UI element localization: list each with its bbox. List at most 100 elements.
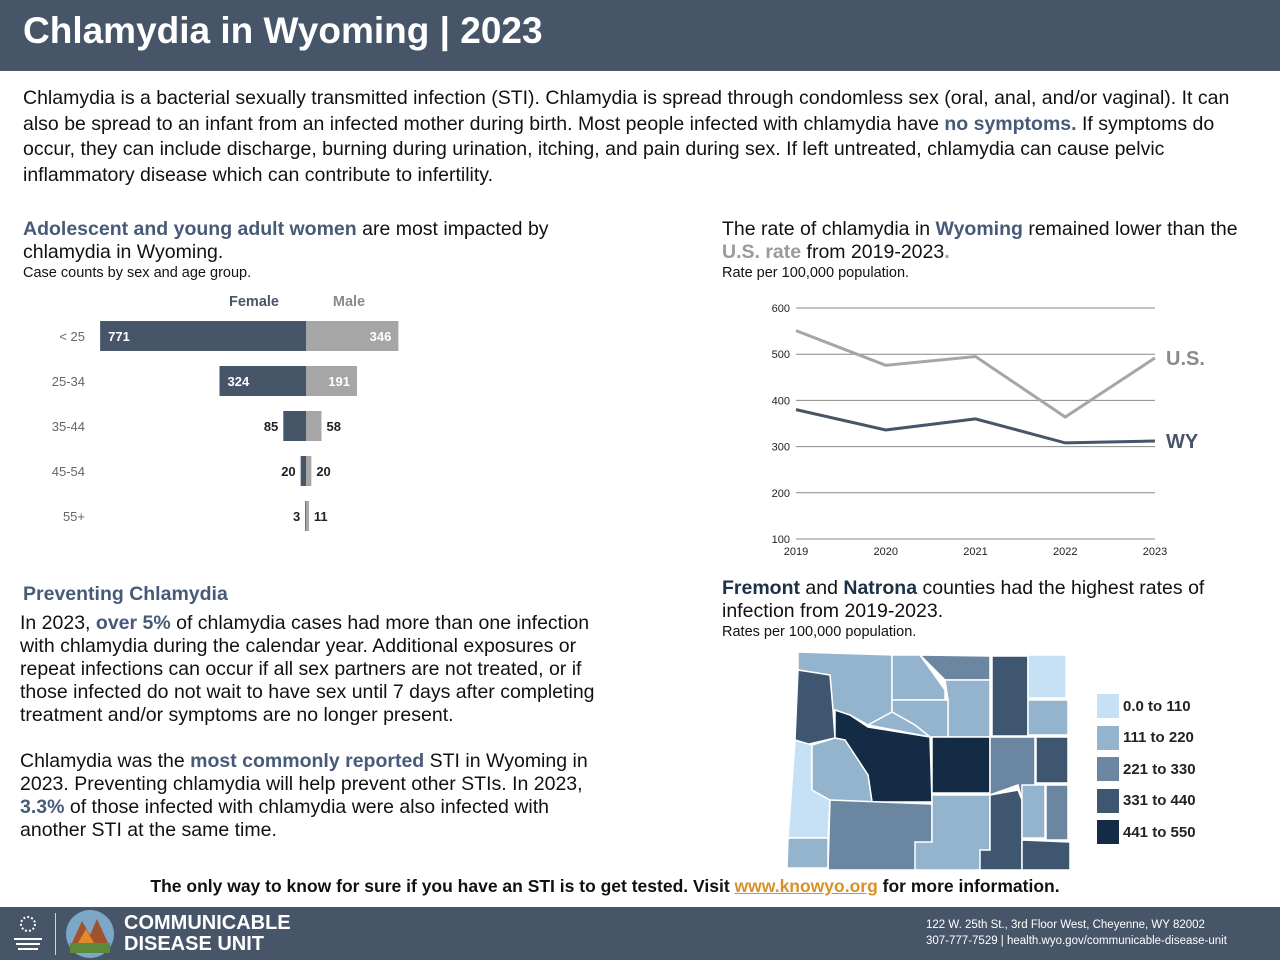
county — [979, 789, 1023, 871]
call-to-action: The only way to know for sure if you hav… — [0, 876, 1210, 897]
county — [918, 654, 991, 681]
x-tick-label: 2020 — [874, 546, 898, 558]
legend-male: Male — [333, 294, 365, 310]
bar-title-highlight: Adolescent and young adult women — [23, 218, 357, 240]
county — [944, 679, 991, 738]
series-label: U.S. — [1166, 348, 1205, 370]
bar-female — [300, 456, 306, 486]
intro-text: Chlamydia is a bacterial sexually transm… — [23, 87, 1230, 135]
bar-male — [306, 321, 399, 351]
knowyo-link[interactable]: www.knowyo.org — [734, 876, 878, 896]
bar-male — [306, 411, 322, 441]
contact: 307-777-7529 | health.wyo.gov/communicab… — [926, 935, 1227, 947]
legend-label: 221 to 330 — [1123, 760, 1196, 778]
t: STI in Wyoming in 2023. Preventing chlam… — [20, 750, 588, 795]
intro-paragraph: Chlamydia is a bacterial sexually transm… — [23, 86, 1263, 188]
county — [811, 737, 873, 803]
us-highlight: U.S. rate — [722, 241, 802, 263]
map-subtitle: Rates per 100,000 population. — [722, 624, 917, 640]
bar-label-female: 85 — [264, 419, 278, 434]
bar-male — [306, 501, 309, 531]
t: DISEASE UNIT — [124, 933, 265, 955]
series-line-wy — [795, 408, 1156, 445]
t: for more information. — [877, 876, 1060, 896]
intro-text-2: If symptoms do occur, they can include d… — [23, 112, 1215, 186]
bar-chart: Female Male < 25 771 346 25-34 324 191 35-44 85 58… — [52, 294, 399, 531]
county — [797, 651, 893, 726]
age-label: 35-44 — [52, 419, 85, 434]
cdu-logo-icon — [66, 910, 114, 958]
legend-item: 0.0 to 110 — [1097, 694, 1191, 718]
county — [786, 837, 829, 869]
legend-item: 221 to 330 — [1097, 757, 1196, 781]
header: Chlamydia in Wyoming | 2023 — [0, 0, 1280, 71]
t: over 5% — [95, 612, 171, 634]
legend-label: 331 to 440 — [1123, 792, 1196, 809]
legend-swatch — [1097, 694, 1119, 718]
legend-item: 441 to 550 — [1097, 820, 1196, 844]
wy-highlight: Wyoming — [935, 218, 1023, 240]
legend-item: 331 to 440 — [1097, 788, 1196, 813]
bar-male — [306, 366, 357, 396]
county — [794, 669, 836, 746]
y-tick-label: 200 — [772, 488, 790, 500]
age-label: 55+ — [63, 509, 85, 524]
county — [989, 736, 1036, 802]
preventing-title: Preventing Chlamydia — [23, 583, 228, 605]
county — [891, 699, 949, 738]
legend-label: 111 to 220 — [1123, 729, 1194, 746]
x-tick-label: 2022 — [1053, 546, 1077, 558]
address: 122 W. 25th St., 3rd Floor West, Cheyenn… — [926, 919, 1205, 931]
county — [827, 799, 933, 871]
map-section-title: Fremont and Natrona counties had the hig… — [722, 577, 1262, 641]
x-tick-label: 2023 — [1143, 546, 1167, 558]
y-tick-label: 100 — [772, 534, 790, 546]
county — [1045, 784, 1069, 841]
bar-female — [305, 501, 306, 531]
bar-label-male: 58 — [326, 419, 340, 434]
county-fremont — [834, 708, 933, 803]
legend-female: Female — [229, 294, 279, 310]
t: Chlamydia was the — [20, 750, 191, 772]
t: and — [800, 577, 844, 599]
legend-item: 111 to 220 — [1097, 725, 1194, 750]
bar-female — [219, 366, 306, 396]
t: COMMUNICABLE — [124, 912, 291, 934]
line-chart: 100 200 300 400 500 600 2019 2020 2021 2022 2023 U.… — [772, 303, 1205, 558]
y-tick-label: 600 — [772, 303, 790, 315]
t: The rate of chlamydia in — [722, 218, 936, 240]
bar-label-male: 346 — [370, 329, 392, 344]
county — [1027, 654, 1067, 699]
bar-label-male: 20 — [316, 464, 330, 479]
health-dept-logo-icon — [14, 916, 42, 950]
legend-swatch — [1097, 757, 1119, 781]
county — [1035, 736, 1069, 784]
page-title: Chlamydia in Wyoming | 2023 — [23, 10, 543, 51]
county — [1027, 699, 1069, 736]
legend-label: 441 to 550 — [1123, 823, 1196, 841]
bar-female — [283, 411, 306, 441]
bar-label-female: 324 — [227, 374, 249, 389]
unit-name: COMMUNICABLE DISEASE UNIT — [124, 913, 291, 955]
bar-label-female: 3 — [293, 509, 300, 524]
t: counties had the highest rates of infect… — [722, 577, 1205, 622]
t: most commonly reported — [190, 750, 425, 772]
county — [1021, 784, 1046, 839]
county — [787, 739, 831, 839]
t: Fremont — [722, 577, 800, 599]
t: 3.3% — [20, 796, 65, 818]
t: Natrona — [843, 577, 918, 599]
t: In 2023, — [20, 612, 96, 634]
t: remained lower than the — [1022, 218, 1238, 240]
legend-swatch — [1097, 788, 1119, 813]
line-section-title: The rate of chlamydia in Wyoming remaine… — [722, 218, 1262, 282]
footer: COMMUNICABLE DISEASE UNIT 122 W. 25th St.… — [0, 907, 1280, 960]
age-label: < 25 — [59, 329, 85, 344]
divider — [55, 913, 56, 955]
bar-label-female: 20 — [281, 464, 295, 479]
legend-swatch — [1097, 820, 1119, 844]
county — [891, 654, 946, 701]
y-tick-label: 300 — [772, 442, 790, 454]
intro-highlight: no symptoms. — [944, 112, 1077, 135]
t: of chlamydia cases had more than one inf… — [20, 612, 595, 726]
